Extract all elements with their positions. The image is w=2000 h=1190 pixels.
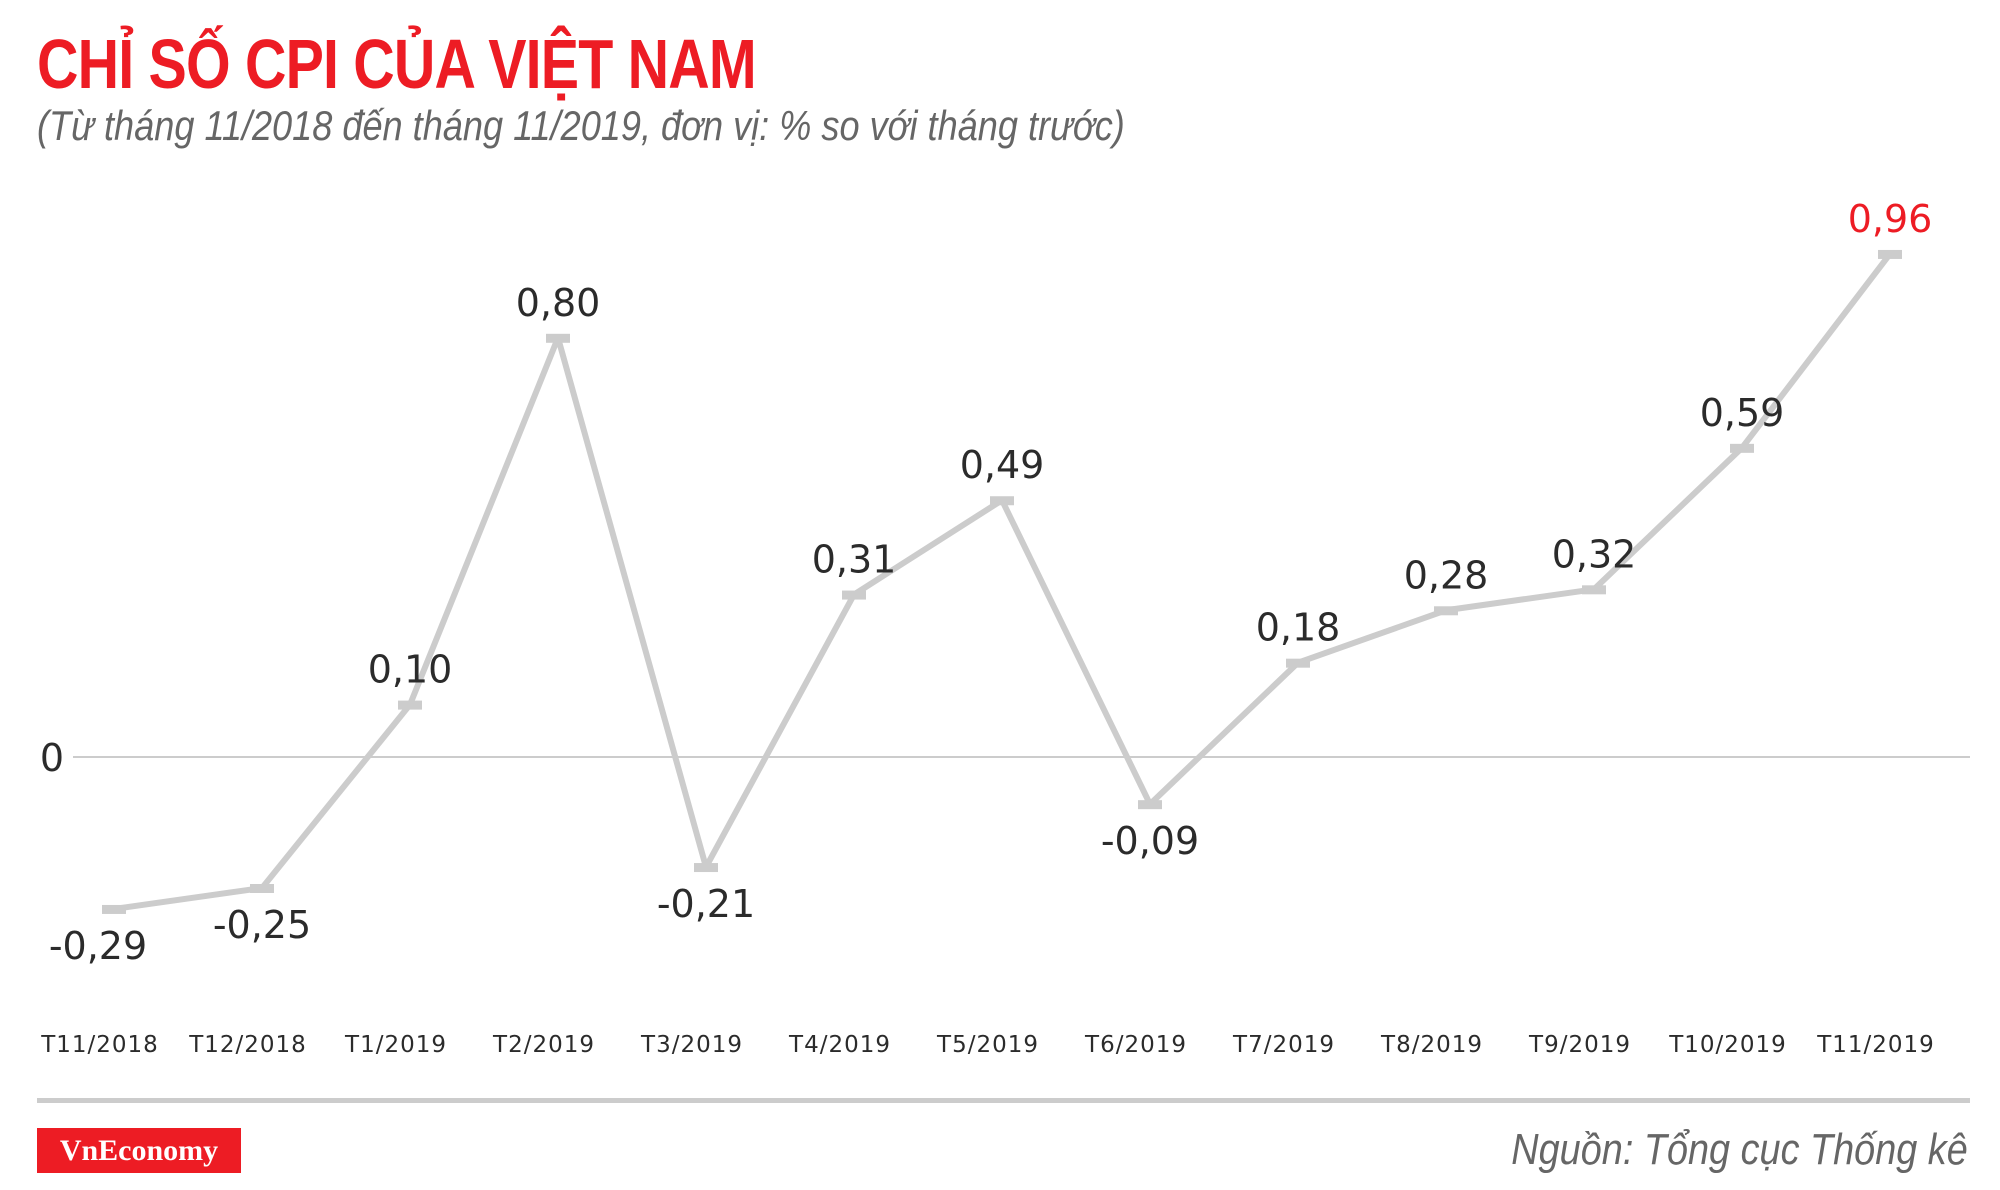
- data-point-marker: [250, 884, 274, 893]
- x-axis-label: T3/2019: [640, 1032, 743, 1058]
- x-axis-labels: T11/2018 T12/2018 T1/2019 T2/2019 T3/2019 T4/…: [40, 1032, 1935, 1058]
- data-point-marker: [694, 863, 718, 873]
- data-value-label: -0,21: [657, 882, 755, 926]
- chart-subtitle: (Từ tháng 11/2018 đến tháng 11/2019, đơn…: [37, 102, 1125, 149]
- data-point-marker: [102, 904, 126, 914]
- x-axis-label: T12/2018: [188, 1032, 307, 1058]
- data-markers: [102, 249, 1902, 914]
- data-value-label: 0,28: [1404, 553, 1489, 597]
- x-axis-label: T9/2019: [1528, 1032, 1631, 1058]
- data-point-marker: [398, 700, 422, 710]
- x-axis-label: T7/2019: [1232, 1032, 1335, 1058]
- x-axis-label: T8/2019: [1380, 1032, 1483, 1058]
- data-point-marker: [842, 590, 866, 600]
- x-axis-label: T6/2019: [1084, 1032, 1187, 1058]
- vneconomy-logo: VnEconomy: [37, 1128, 241, 1173]
- data-point-marker: [1434, 606, 1458, 616]
- data-value-label: 0,49: [960, 443, 1045, 487]
- data-value-label: 0,32: [1552, 532, 1637, 576]
- footer-separator: [37, 1098, 1970, 1103]
- data-value-label: 0,31: [812, 538, 897, 582]
- data-value-label: -0,29: [49, 924, 147, 968]
- cpi-line: [113, 252, 1893, 912]
- data-point-marker: [1878, 249, 1902, 259]
- data-point-marker: [1138, 800, 1162, 810]
- source-note: Nguồn: Tổng cục Thống kê: [1511, 1125, 1968, 1174]
- x-axis-label: T4/2019: [788, 1032, 891, 1058]
- data-value-label: -0,09: [1101, 819, 1199, 863]
- x-axis-label: T10/2019: [1668, 1032, 1787, 1058]
- data-value-label: 0,80: [516, 281, 601, 325]
- data-value-labels: -0,29 -0,25 0,10 0,80 -0,21 0,31 0,49 -0,09 0,18…: [49, 197, 1932, 968]
- x-axis-label: T1/2019: [344, 1032, 447, 1058]
- data-point-marker: [1286, 658, 1310, 668]
- data-value-label: -0,25: [213, 903, 311, 947]
- data-value-label: 0,10: [368, 648, 453, 692]
- data-point-marker: [1730, 443, 1754, 453]
- data-value-label: 0,59: [1700, 391, 1785, 435]
- data-value-label: 0,18: [1256, 606, 1341, 650]
- data-value-label: 0,96: [1848, 197, 1933, 241]
- data-point-marker: [546, 333, 570, 343]
- x-axis-label: T11/2019: [1816, 1032, 1935, 1058]
- y-axis-zero-label: 0: [40, 736, 64, 780]
- data-point-marker: [990, 496, 1014, 506]
- data-point-marker: [1582, 585, 1606, 595]
- x-axis-label: T11/2018: [40, 1032, 159, 1058]
- x-axis-label: T5/2019: [936, 1032, 1039, 1058]
- x-axis-label: T2/2019: [492, 1032, 595, 1058]
- chart-title: CHỈ SỐ CPI CỦA VIỆT NAM: [37, 25, 757, 103]
